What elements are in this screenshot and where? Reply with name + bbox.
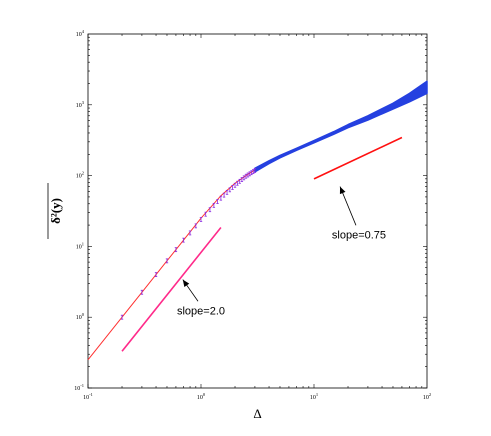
series-reference_line (313, 136, 403, 180)
plot-frame (87, 33, 428, 389)
y-tick-label: 103 (76, 100, 85, 109)
annotation: slope=0.75 (332, 186, 386, 241)
x-tick-label: 10-1 (83, 392, 93, 401)
y-tick-label: 101 (76, 241, 84, 250)
y-tick-label: 100 (76, 312, 85, 321)
series-error_bars (120, 168, 257, 320)
annotation-text: slope=2.0 (177, 305, 225, 317)
series-reference_line (121, 226, 222, 352)
y-tick-label: 102 (76, 171, 84, 180)
reference-line (313, 136, 403, 180)
y-tick-label: 10-1 (74, 383, 84, 392)
x-tick-label: 102 (423, 392, 431, 401)
series-fit_line (87, 88, 428, 361)
y-axis-label: δ²(y) (48, 198, 63, 224)
x-tick-label: 100 (197, 392, 206, 401)
x-axis-label: Δ (253, 406, 261, 421)
annotation-text: slope=0.75 (332, 229, 386, 241)
annotation: slope=2.0 (177, 279, 225, 317)
series-data_band (254, 80, 428, 173)
reference-line (121, 226, 222, 352)
annotation-arrow-head (182, 279, 190, 288)
annotation-arrow-head (339, 186, 346, 195)
axis-ticks (87, 34, 427, 389)
data-band-area (254, 80, 428, 173)
fit-line-path (87, 88, 428, 361)
y-tick-label: 104 (76, 29, 85, 38)
x-tick-label: 101 (310, 392, 318, 401)
